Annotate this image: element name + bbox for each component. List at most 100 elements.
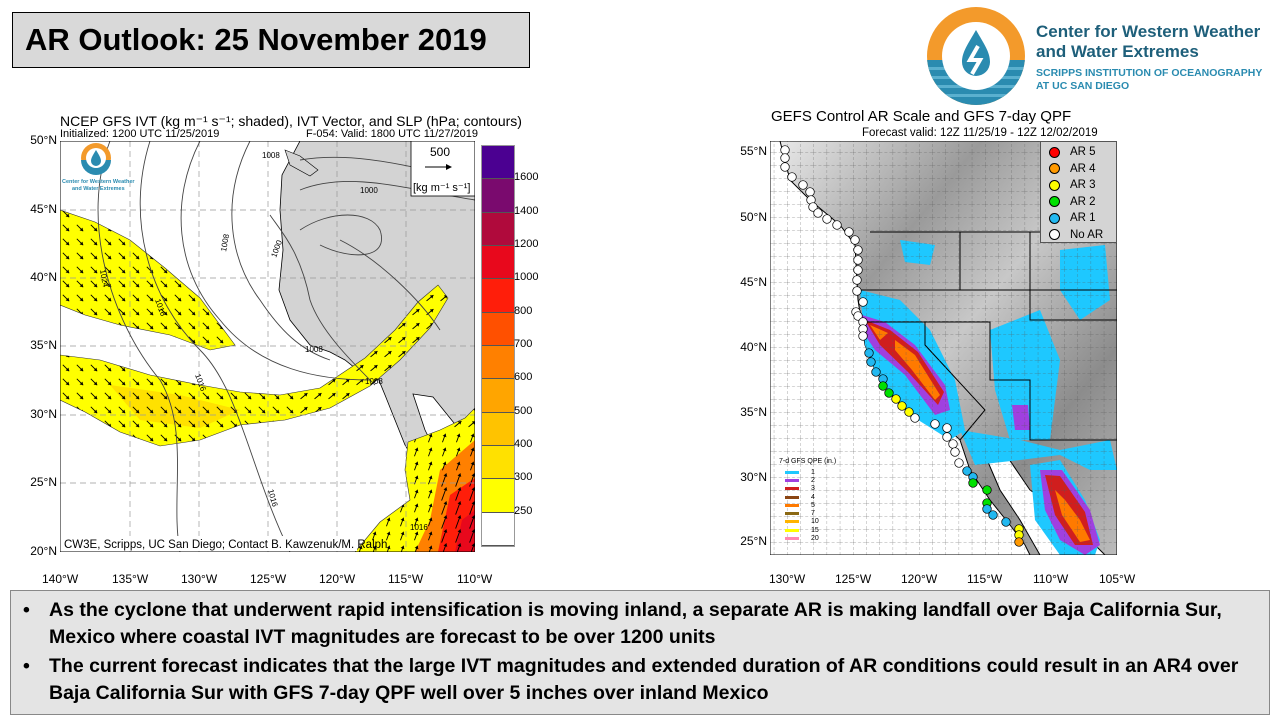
ar-marker xyxy=(1001,517,1011,527)
ar-marker xyxy=(948,439,958,449)
ivt-vector-arrow xyxy=(470,461,475,471)
ar-marker xyxy=(858,297,868,307)
ivt-vector-arrow xyxy=(76,252,84,260)
ar-marker xyxy=(822,214,832,224)
qpe-legend-item: 2 xyxy=(775,476,855,484)
lat-tick-label: 50°N xyxy=(740,210,767,224)
svg-text:1000: 1000 xyxy=(360,186,378,195)
qpe-legend: 7-d GFS QPE (in.) 1 2 3 4 5 7 10 15 20 xyxy=(775,458,855,543)
logo-text-line4: AT UC SAN DIEGO xyxy=(1036,80,1130,92)
ivt-vector-arrow xyxy=(118,308,126,316)
ivt-vector-arrow xyxy=(104,266,112,274)
lat-tick-label: 30°N xyxy=(740,470,767,484)
ivt-vector-arrow xyxy=(90,308,98,316)
ivt-vector-arrow xyxy=(469,529,475,543)
ivt-vector-arrow xyxy=(358,545,363,552)
ivt-vector-arrow xyxy=(160,434,168,442)
ivt-vector-arrow xyxy=(188,392,196,400)
ivt-vector-arrow xyxy=(455,515,462,529)
colorbar-label: 1400 xyxy=(514,204,539,217)
ivt-vector-arrow xyxy=(62,238,70,246)
ivt-vector-arrow xyxy=(146,280,154,288)
right-map-valid: Forecast valid: 12Z 11/25/19 - 12Z 12/02… xyxy=(862,127,1098,139)
ivt-vector-arrow xyxy=(244,392,252,400)
ivt-vector-arrow xyxy=(202,308,210,316)
right-map-title: GEFS Control AR Scale and GFS 7-day QPF xyxy=(771,108,1072,125)
ivt-vector-arrow xyxy=(174,294,182,302)
ivt-vector-arrow xyxy=(174,406,182,414)
ivt-vector-arrow xyxy=(386,517,391,527)
ar-marker xyxy=(871,367,881,377)
ivt-vector-arrow xyxy=(90,238,98,246)
ar-marker xyxy=(968,478,978,488)
ivt-vector-arrow xyxy=(90,280,98,288)
colorbar-segment xyxy=(482,479,514,513)
ivt-vector-arrow xyxy=(62,392,70,400)
lat-tick-label: 55°N xyxy=(740,144,767,158)
colorbar-label: 1600 xyxy=(514,171,539,184)
ivt-vector-arrow xyxy=(441,501,448,515)
qpe-swatch xyxy=(785,478,799,482)
ivt-vector-arrow xyxy=(146,308,154,316)
svg-text:1008: 1008 xyxy=(305,345,323,354)
ivt-vector-arrow xyxy=(90,294,98,302)
ar-marker xyxy=(930,419,940,429)
ivt-vector-arrow xyxy=(76,280,84,288)
ivt-vector-arrow xyxy=(441,473,448,487)
ivt-vector-arrow xyxy=(469,501,475,515)
ivt-vector-arrow xyxy=(216,392,224,400)
ar-marker xyxy=(808,202,818,212)
ivt-vector-arrow xyxy=(132,420,140,428)
ivt-vector-arrow xyxy=(90,266,98,274)
ar-scale-legend: AR 5 AR 4 AR 3 AR 2 AR 1 No AR xyxy=(1040,141,1117,243)
bullet-item: • The current forecast indicates that the… xyxy=(23,655,1239,704)
ivt-vector-arrow xyxy=(132,266,140,274)
ivt-vector-arrow xyxy=(372,531,377,541)
ivt-vector-arrow xyxy=(455,487,462,501)
qpe-swatch xyxy=(785,528,799,532)
bullet-item: • As the cyclone that underwent rapid int… xyxy=(23,599,1222,648)
ivt-vector-arrow xyxy=(118,238,126,246)
ar-marker xyxy=(942,423,952,433)
ivt-vector-arrow xyxy=(441,515,448,529)
colorbar-segment xyxy=(482,179,514,213)
ivt-vector-arrow xyxy=(428,447,433,457)
qpe-swatch xyxy=(785,512,799,516)
ivt-vector-arrow xyxy=(132,252,140,260)
ivt-vector-arrow xyxy=(160,322,168,330)
ivt-vector-arrow xyxy=(230,420,238,428)
ivt-vector-arrow xyxy=(400,545,405,552)
ar-marker xyxy=(850,235,860,245)
svg-text:1008: 1008 xyxy=(365,377,383,386)
ar-level-dot-icon xyxy=(1049,212,1060,224)
ivt-vector-arrow xyxy=(272,406,280,414)
ivt-vector-arrow xyxy=(174,392,182,400)
ivt-vector-arrow xyxy=(146,378,154,386)
ar-marker xyxy=(910,413,920,423)
ivt-vector-arrow xyxy=(76,392,84,400)
ivt-vector-arrow xyxy=(384,364,392,372)
ar-legend-item: No AR xyxy=(1041,227,1116,244)
ivt-vector-arrow xyxy=(384,350,392,358)
ivt-vector-arrow xyxy=(188,434,196,442)
colorbar-segment xyxy=(482,445,514,480)
lat-tick-label: 45°N xyxy=(30,202,57,216)
ivt-vector-arrow xyxy=(104,238,112,246)
ar-marker xyxy=(950,447,960,457)
ar-marker xyxy=(805,187,815,197)
ivt-vector-arrow xyxy=(104,252,112,260)
qpe-swatch xyxy=(785,503,799,507)
ivt-vector-arrow xyxy=(414,447,419,457)
qpe-legend-item: 3 xyxy=(775,485,855,493)
ivt-vector-arrow xyxy=(412,322,420,330)
ar-marker xyxy=(858,331,868,341)
ivt-vector-arrow xyxy=(146,322,154,330)
ivt-vector-arrow xyxy=(90,406,98,414)
ivt-vector-arrow xyxy=(442,447,447,457)
ivt-vector-arrow xyxy=(455,529,462,543)
ivt-vector-arrow xyxy=(244,406,252,414)
colorbar-label: 700 xyxy=(514,338,533,350)
ar-marker xyxy=(904,407,914,417)
lon-tick-label: 115°W xyxy=(967,572,1003,586)
ivt-vector-arrow xyxy=(104,364,112,372)
